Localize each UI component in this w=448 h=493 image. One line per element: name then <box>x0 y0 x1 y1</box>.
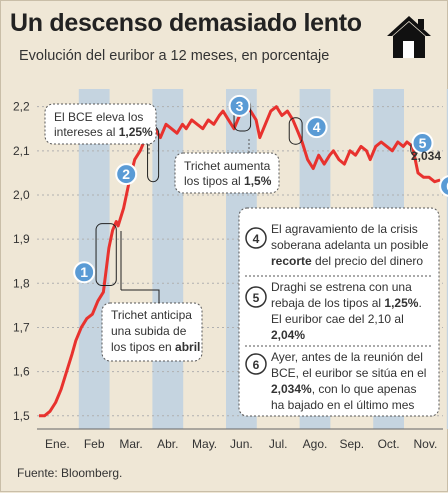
note-4-bold: recorte <box>271 254 312 268</box>
note-6-line2: BCE, el euribor se sitúa en el <box>271 366 426 380</box>
callout-number-5: 5 <box>419 135 427 151</box>
svg-text:recorte del precio del dinero: recorte del precio del dinero <box>271 254 423 268</box>
note-4-line2: soberana adelanta un posible <box>271 238 429 252</box>
callout-number-1: 1 <box>80 264 88 280</box>
callout-number-2: 2 <box>122 166 130 182</box>
x-tick-label: Feb <box>84 437 105 451</box>
source-note: Fuente: Bloomberg. <box>17 466 123 480</box>
page-subtitle: Evolución del euribor a 12 meses, en por… <box>19 48 330 64</box>
y-tick-label: 1,5 <box>13 409 30 423</box>
annotation-bce-eleva-line1: El BCE eleva los <box>54 110 143 124</box>
x-tick-label: Sep. <box>339 437 364 451</box>
annotation-trichet-aumenta-bold: 1,5% <box>244 174 272 188</box>
callout-number-6: 6 <box>446 178 448 194</box>
annotation-bce-eleva: El BCE eleva los intereses al 1,25% <box>44 103 157 155</box>
y-tick-label: 2,2 <box>13 100 30 114</box>
callout-marker-6 <box>439 175 448 197</box>
annotation-trichet-anticipa-line2: una subida de <box>111 324 187 338</box>
note-6-number: 6 <box>253 358 260 372</box>
note-6-bold: 2,034% <box>271 382 312 396</box>
svg-text:los tipos al 1,5%: los tipos al 1,5% <box>184 174 272 188</box>
svg-text:2,034%, con lo que apenas: 2,034%, con lo que apenas <box>271 382 416 396</box>
euribor-line <box>39 105 441 418</box>
callout-marker-5 <box>411 132 434 155</box>
month-band <box>446 89 448 429</box>
note-5-line2: rebaja de los tipos al <box>271 296 384 310</box>
svg-text:los tipos en abril: los tipos en abril <box>111 340 200 354</box>
value-label: 2,034 <box>411 149 441 163</box>
svg-text:rebaja de los tipos al 1,25%.: rebaja de los tipos al 1,25%. <box>271 296 422 310</box>
annotation-bce-eleva-line2: intereses al <box>54 125 119 139</box>
x-tick-label: Nov. <box>414 437 438 451</box>
note-4-number: 4 <box>253 232 260 246</box>
annotation-trichet-anticipa-line3: los tipos en <box>111 340 175 354</box>
x-tick-label: Jul. <box>269 437 288 451</box>
y-axis-ticks: 1,5 1,6 1,7 1,8 1,9 2,0 2,1 2,2 <box>13 100 30 423</box>
y-tick-label: 1,6 <box>13 365 30 379</box>
y-tick-label: 1,8 <box>13 276 30 290</box>
x-tick-label: Ene. <box>45 437 70 451</box>
note-4-line1: El agravamiento de la crisis <box>271 222 418 236</box>
callout-marker-1 <box>73 261 96 284</box>
callout-frame <box>95 223 117 286</box>
home-icon[interactable] <box>385 14 433 60</box>
note-5-line2-end: . <box>418 296 421 310</box>
x-tick-label: Abr. <box>157 437 178 451</box>
annotation-trichet-aumenta-line1: Trichet aumenta <box>184 159 271 173</box>
page-title: Un descenso demasiado lento <box>10 9 362 37</box>
callout-marker-3 <box>228 94 251 117</box>
annotation-trichet-aumenta: Trichet aumenta los tipos al 1,5% <box>174 139 280 194</box>
note-4-line3: del precio del dinero <box>312 254 424 268</box>
note-5-line3: El euribor cae del 2,10 al <box>271 312 404 326</box>
note-5-bold: 1,25% <box>384 296 418 310</box>
annotation-trichet-aumenta-line2: los tipos al <box>184 174 244 188</box>
callout-frame <box>288 117 303 145</box>
note-6-line4: ha bajado en el último mes <box>271 398 414 412</box>
callout-markers: 1 2 3 4 5 6 <box>73 94 448 284</box>
note-5-line4: 2,04% <box>271 328 305 342</box>
note-6-line1: Ayer, antes de la reunión del <box>271 350 423 364</box>
x-tick-label: Mar. <box>119 437 142 451</box>
notes-panel: 4 El agravamiento de la crisis soberana … <box>238 207 440 417</box>
x-tick-label: May. <box>192 437 217 451</box>
x-tick-label: Oct. <box>378 437 400 451</box>
callout-number-4: 4 <box>313 119 321 135</box>
x-tick-label: Ago. <box>303 437 328 451</box>
x-tick-label: Jun. <box>230 437 253 451</box>
note-5-number: 5 <box>253 291 260 305</box>
annotation-bce-eleva-bold: 1,25% <box>119 125 153 139</box>
svg-text:intereses al 1,25%: intereses al 1,25% <box>54 125 153 139</box>
month-band <box>152 89 184 429</box>
callout-marker-4 <box>305 116 328 139</box>
x-axis-ticks: Ene. Feb Mar. Abr. May. Jun. Jul. Ago. Sep. Oct. N… <box>37 428 443 451</box>
y-tick-label: 1,7 <box>13 320 30 334</box>
y-tick-label: 2,0 <box>13 188 30 202</box>
annotation-trichet-anticipa: Trichet anticipa una subida de los tipos… <box>101 231 203 362</box>
note-5-line1: Draghi se estrena con una <box>271 280 412 294</box>
y-tick-label: 1,9 <box>13 232 30 246</box>
note-6-line3: , con lo que apenas <box>312 382 417 396</box>
month-band <box>78 89 110 429</box>
annotation-trichet-anticipa-line1: Trichet anticipa <box>111 308 192 322</box>
annotation-trichet-anticipa-bold: abril <box>175 340 200 354</box>
y-tick-label: 2,1 <box>13 144 30 158</box>
callout-number-3: 3 <box>236 98 244 114</box>
callout-marker-2 <box>115 163 138 186</box>
